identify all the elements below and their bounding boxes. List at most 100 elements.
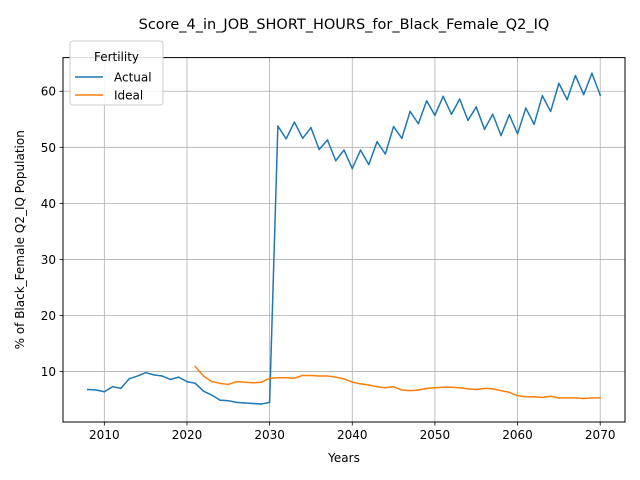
data-point-actual	[533, 123, 535, 126]
legend-title: Fertility	[94, 50, 139, 64]
y-tick-label: 40	[41, 197, 56, 211]
data-point-actual	[144, 371, 147, 374]
x-tick-label: 2050	[420, 428, 451, 442]
data-point-actual	[525, 107, 527, 109]
data-point-ideal	[252, 382, 254, 384]
x-tick-label: 2060	[502, 428, 533, 442]
data-point-actual	[318, 148, 320, 151]
data-point-ideal	[244, 381, 246, 383]
x-axis-label: Years	[327, 451, 360, 465]
y-tick-label: 30	[41, 253, 56, 267]
legend-label-ideal: Ideal	[114, 89, 143, 103]
data-point-ideal	[351, 381, 354, 383]
data-point-actual	[558, 82, 560, 85]
data-point-ideal	[318, 375, 320, 377]
data-point-ideal	[516, 394, 519, 397]
data-point-actual	[458, 98, 461, 100]
data-point-ideal	[442, 386, 444, 388]
x-tick-label: 2030	[254, 428, 285, 442]
data-point-actual	[351, 167, 354, 170]
data-point-ideal	[582, 397, 585, 400]
data-point-actual	[483, 128, 486, 131]
data-point-actual	[409, 110, 411, 113]
data-point-actual	[343, 149, 345, 151]
data-point-ideal	[475, 388, 477, 391]
data-point-ideal	[574, 397, 577, 399]
data-point-actual	[599, 94, 601, 96]
data-point-ideal	[467, 388, 469, 390]
data-point-actual	[136, 375, 139, 377]
data-point-ideal	[533, 396, 535, 398]
data-point-actual	[582, 93, 585, 96]
data-point-actual	[541, 94, 544, 97]
data-point-ideal	[260, 381, 263, 383]
data-point-actual	[202, 390, 205, 392]
data-point-actual	[277, 125, 279, 127]
data-point-actual	[128, 378, 130, 380]
data-point-actual	[516, 133, 519, 135]
data-point-ideal	[384, 387, 387, 389]
x-tick-label: 2020	[172, 428, 203, 442]
data-point-ideal	[401, 389, 403, 391]
data-point-ideal	[425, 387, 428, 390]
data-point-ideal	[343, 378, 345, 380]
data-point-actual	[417, 123, 420, 125]
data-point-ideal	[434, 387, 436, 389]
data-point-actual	[235, 401, 238, 404]
data-point-actual	[227, 399, 230, 402]
data-point-ideal	[277, 376, 279, 379]
data-point-actual	[450, 113, 453, 115]
y-tick-label: 10	[41, 365, 56, 379]
data-point-ideal	[211, 380, 213, 383]
data-point-ideal	[566, 397, 568, 399]
data-point-actual	[169, 378, 172, 381]
data-point-actual	[442, 95, 444, 98]
data-point-actual	[293, 121, 296, 123]
data-point-ideal	[549, 395, 552, 397]
data-point-actual	[425, 100, 428, 102]
y-tick-label: 20	[41, 309, 56, 323]
data-point-ideal	[310, 374, 312, 377]
data-point-ideal	[368, 384, 370, 386]
y-tick-label: 50	[41, 141, 56, 155]
plot-frame	[62, 57, 626, 423]
data-point-actual	[467, 119, 469, 122]
data-point-ideal	[334, 376, 337, 378]
data-point-ideal	[392, 385, 395, 388]
data-point-actual	[434, 114, 436, 117]
data-point-ideal	[268, 377, 271, 380]
data-point-ideal	[558, 397, 560, 399]
data-point-actual	[549, 110, 552, 113]
data-point-ideal	[293, 377, 296, 380]
data-point-actual	[103, 390, 106, 393]
data-point-actual	[334, 160, 337, 162]
data-point-actual	[359, 149, 362, 151]
data-point-ideal	[301, 374, 304, 377]
chart-title: Score_4_in_JOB_SHORT_HOURS_for_Black_Fem…	[139, 17, 550, 33]
data-point-actual	[120, 387, 122, 390]
data-point-ideal	[500, 389, 502, 392]
data-point-actual	[376, 140, 378, 143]
data-point-ideal	[541, 396, 544, 399]
data-point-actual	[268, 401, 271, 404]
data-point-actual	[301, 137, 304, 140]
data-point-actual	[492, 113, 494, 115]
legend: Fertility Actual Ideal	[69, 40, 164, 106]
y-tick-label: 60	[41, 85, 56, 99]
data-point-actual	[244, 402, 246, 404]
data-point-actual	[252, 402, 254, 405]
data-point-actual	[566, 98, 568, 101]
data-point-ideal	[285, 376, 287, 379]
data-point-actual	[326, 139, 329, 141]
data-point-ideal	[227, 383, 230, 386]
grid-lines	[63, 57, 625, 422]
series-line-ideal	[194, 365, 601, 400]
data-point-actual	[500, 134, 502, 137]
legend-frame	[69, 40, 164, 106]
data-point-actual	[401, 137, 403, 140]
data-point-ideal	[376, 385, 378, 388]
data-point-ideal	[483, 387, 486, 390]
data-point-actual	[508, 114, 511, 116]
data-point-ideal	[450, 386, 453, 388]
data-point-ideal	[409, 389, 411, 392]
